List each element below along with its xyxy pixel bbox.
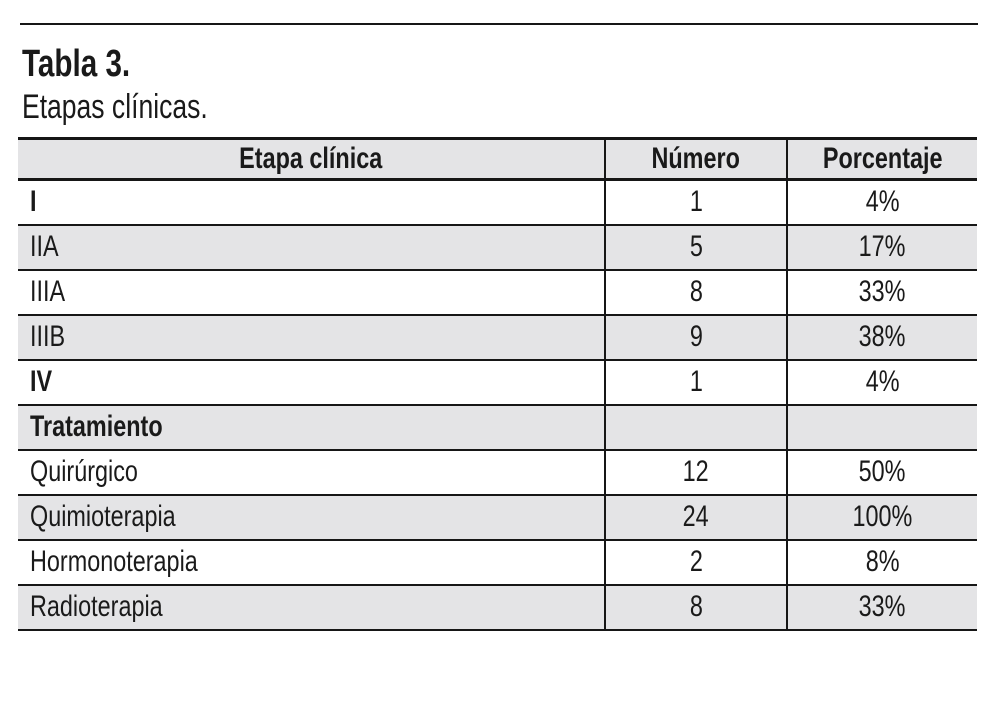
table-row: Hormonoterapia 2 8% [18, 538, 977, 585]
cell-porcentaje: 33% [786, 583, 977, 630]
cell-porcentaje: 4% [786, 358, 977, 405]
table-row: Tratamiento [18, 403, 977, 450]
cell-numero: 5 [604, 223, 787, 270]
table-row: Radioterapia 8 33% [18, 583, 977, 630]
cell-porcentaje [786, 403, 977, 450]
cell-porcentaje: 17% [786, 223, 977, 270]
cell-numero: 12 [604, 448, 787, 495]
column-header-numero: Número [604, 138, 787, 181]
cell-numero: 8 [604, 583, 787, 630]
cell-numero: 9 [604, 313, 787, 360]
column-header-porcentaje: Porcentaje [786, 138, 977, 181]
cell-etapa: IIA [18, 223, 605, 270]
column-header-etapa-clinica: Etapa clínica [18, 138, 605, 181]
cell-etapa: Tratamiento [18, 403, 605, 450]
page-title: Tabla 3. [22, 45, 1000, 83]
table-row: IIIA 8 33% [18, 268, 977, 315]
cell-numero: 1 [604, 358, 787, 405]
cell-etapa: IIIA [18, 268, 605, 315]
table-row: IV 1 4% [18, 358, 977, 405]
cell-etapa: Hormonoterapia [18, 538, 605, 585]
cell-porcentaje: 38% [786, 313, 977, 360]
table-body: I 1 4% IIA 5 17% IIIA 8 33% IIIB [18, 179, 977, 630]
page-subtitle: Etapas clínicas. [22, 90, 1000, 124]
cell-porcentaje: 33% [786, 268, 977, 315]
cell-numero: 8 [604, 268, 787, 315]
cell-porcentaje: 4% [786, 179, 977, 225]
cell-numero: 24 [604, 493, 787, 540]
cell-etapa: Quimioterapia [18, 493, 605, 540]
table-row: IIA 5 17% [18, 223, 977, 270]
clinical-stages-table: Etapa clínica Número Porcentaje I 1 4% I… [18, 137, 977, 631]
table-row: IIIB 9 38% [18, 313, 977, 360]
table-row: I 1 4% [18, 179, 977, 225]
table-row: Quirúrgico 12 50% [18, 448, 977, 495]
cell-numero: 1 [604, 179, 787, 225]
table-header-row: Etapa clínica Número Porcentaje [18, 138, 977, 181]
table-row: Quimioterapia 24 100% [18, 493, 977, 540]
cell-porcentaje: 100% [786, 493, 977, 540]
cell-etapa: IV [18, 358, 605, 405]
cell-porcentaje: 50% [786, 448, 977, 495]
cell-etapa: IIIB [18, 313, 605, 360]
cell-etapa: Quirúrgico [18, 448, 605, 495]
page-subtitle-text: Etapas clínicas. [22, 88, 208, 126]
page-title-text: Tabla 3. [22, 43, 131, 85]
cell-numero: 2 [604, 538, 787, 585]
cell-etapa: Radioterapia [18, 583, 605, 630]
cell-etapa: I [18, 179, 605, 225]
cell-porcentaje: 8% [786, 538, 977, 585]
top-rule [20, 23, 978, 25]
cell-numero [604, 403, 787, 450]
